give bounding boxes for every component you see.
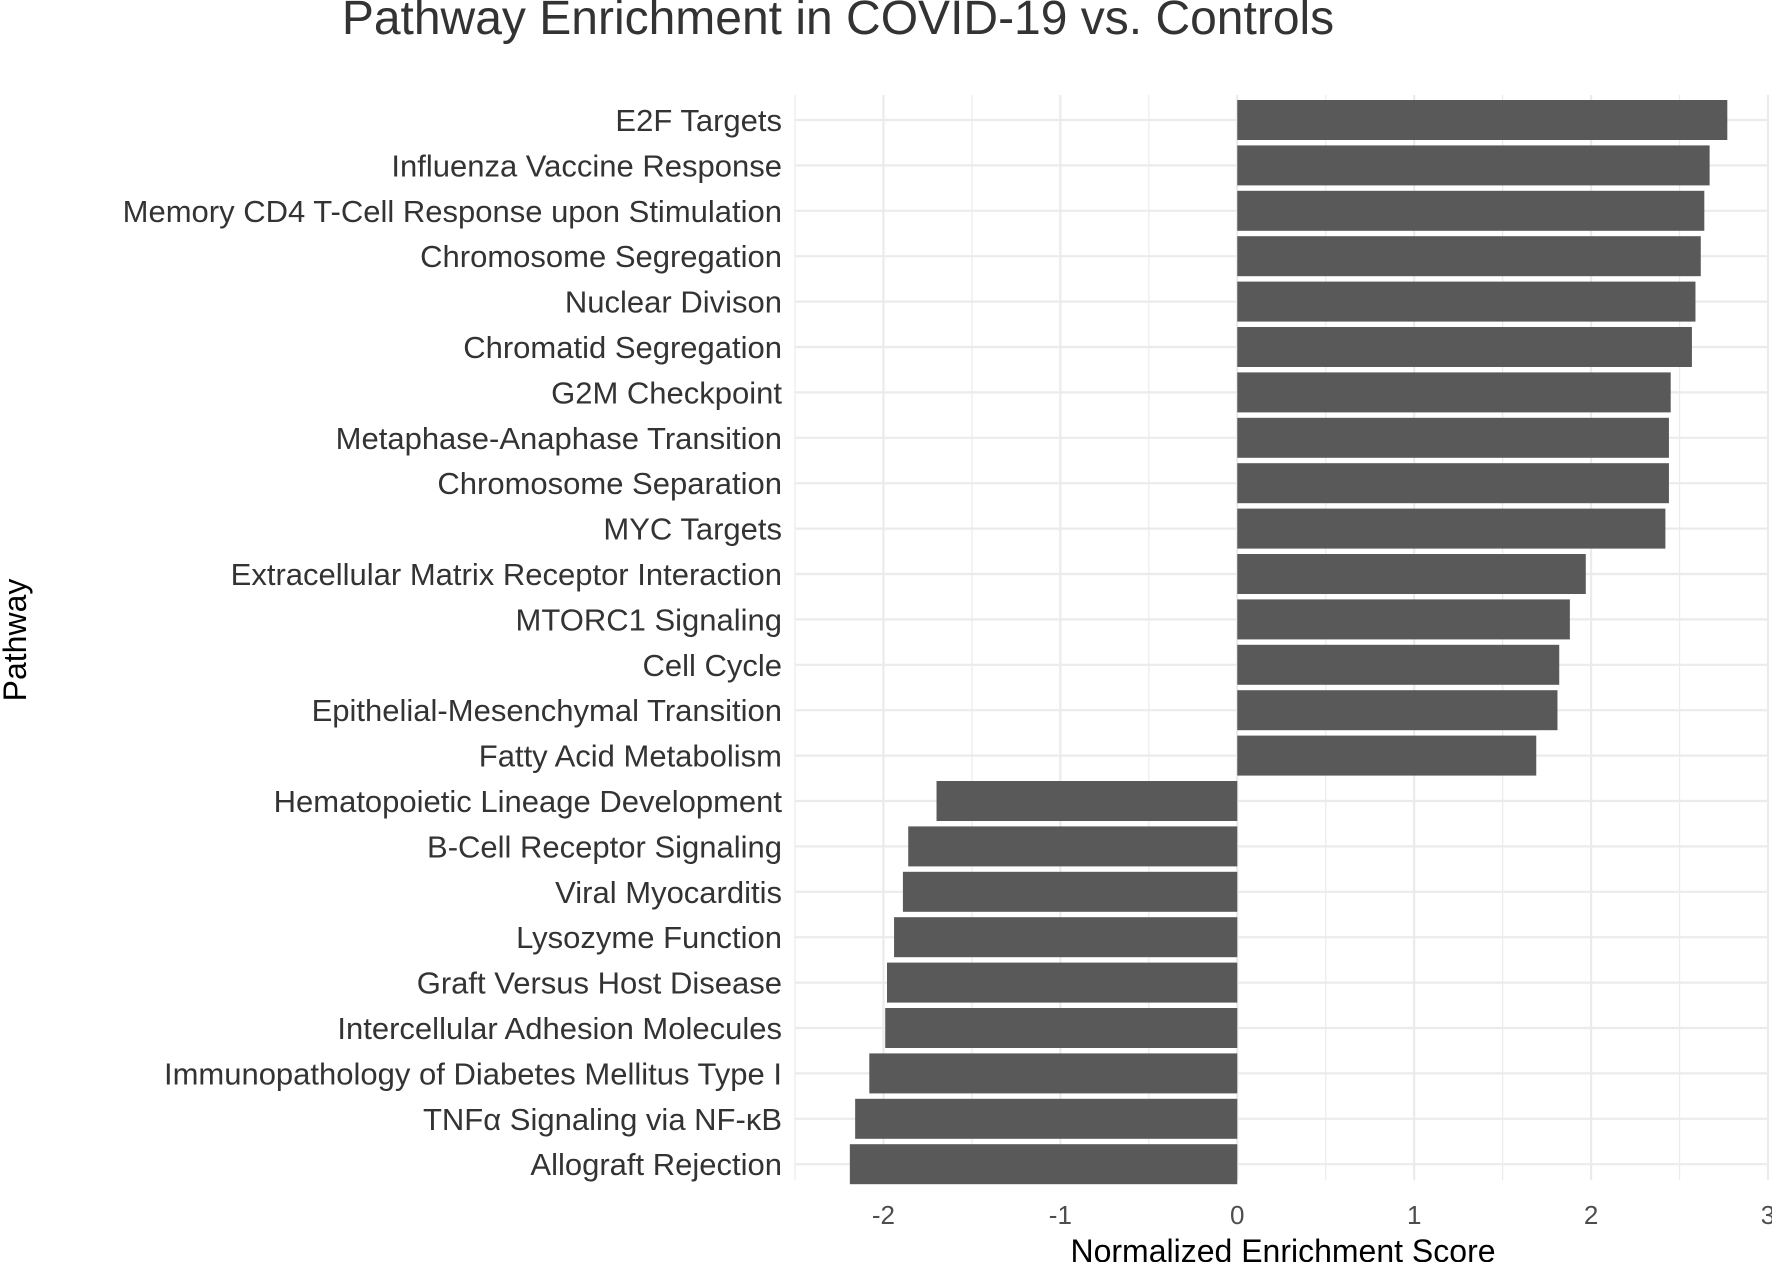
bar (869, 1053, 1238, 1094)
bar (1237, 508, 1666, 549)
chart-title: Pathway Enrichment in COVID-19 vs. Contr… (342, 0, 1334, 45)
bar (1237, 690, 1558, 731)
bar (1237, 735, 1537, 776)
category-label: TNFα Signaling via NF-κB (423, 1102, 782, 1137)
x-tick-label: 3 (1761, 1200, 1772, 1230)
x-tick-label: 2 (1584, 1200, 1598, 1230)
category-label: Immunopathology of Diabetes Mellitus Typ… (164, 1056, 782, 1091)
category-label: Intercellular Adhesion Molecules (337, 1011, 782, 1046)
category-label: Epithelial-Mesenchymal Transition (312, 693, 782, 728)
x-tick-label: -2 (872, 1200, 895, 1230)
bar (1237, 417, 1669, 458)
tick-label-layer: -2 -1 0 1 2 3 (872, 1200, 1772, 1230)
category-label-layer: E2F Targets Influenza Vaccine Response Mem… (123, 103, 783, 1182)
bar (1237, 327, 1692, 367)
bar-layer (849, 100, 1728, 1185)
category-label: Cell Cycle (642, 648, 782, 683)
bar (902, 871, 1238, 912)
category-label: Lysozyme Function (516, 920, 782, 955)
bar (885, 1008, 1238, 1048)
x-tick-label: 1 (1407, 1200, 1421, 1230)
bar (1237, 644, 1560, 685)
category-label: Nuclear Divison (565, 285, 782, 320)
category-label: Memory CD4 T-Cell Response upon Stimulat… (123, 194, 782, 229)
bar (908, 826, 1238, 867)
bar (1237, 100, 1728, 140)
category-label: Metaphase-Anaphase Transition (336, 421, 782, 456)
bar (1237, 190, 1705, 231)
category-label: Graft Versus Host Disease (417, 966, 782, 1001)
bar (894, 917, 1238, 958)
category-label: B-Cell Receptor Signaling (427, 829, 782, 864)
bar (1237, 463, 1669, 504)
category-label: Chromatid Segregation (463, 330, 782, 365)
y-axis-title: Pathway (0, 579, 33, 702)
category-label: E2F Targets (615, 103, 782, 138)
category-label: MTORC1 Signaling (516, 602, 782, 637)
category-label: Fatty Acid Metabolism (479, 739, 782, 774)
category-label: Allograft Rejection (530, 1147, 782, 1182)
bar (1237, 372, 1671, 413)
bar (936, 781, 1238, 821)
category-label: Influenza Vaccine Response (391, 148, 782, 183)
x-tick-label: -1 (1049, 1200, 1072, 1230)
category-label: Extracellular Matrix Receptor Interactio… (231, 557, 782, 592)
bar (849, 1144, 1238, 1185)
category-label: Chromosome Separation (437, 466, 782, 501)
bar (886, 962, 1238, 1003)
category-label: Viral Myocarditis (555, 875, 782, 910)
category-label: Chromosome Segregation (420, 239, 782, 274)
bar (1237, 599, 1570, 640)
bar (1237, 281, 1696, 322)
bar (855, 1098, 1238, 1139)
category-label: MYC Targets (603, 512, 782, 547)
bar (1237, 145, 1710, 186)
bar (1237, 236, 1701, 277)
x-tick-label: 0 (1230, 1200, 1244, 1230)
category-label: G2M Checkpoint (551, 375, 782, 410)
bar (1237, 554, 1586, 594)
category-label: Hematopoietic Lineage Development (274, 784, 783, 819)
x-axis-title: Normalized Enrichment Score (1070, 1233, 1495, 1262)
